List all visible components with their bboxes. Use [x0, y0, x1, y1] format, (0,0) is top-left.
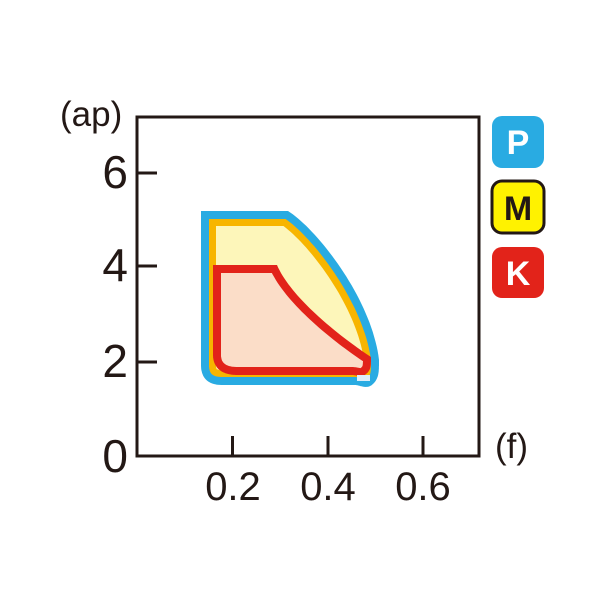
svg-text:M: M [504, 190, 532, 228]
svg-text:4: 4 [102, 239, 128, 291]
svg-text:6: 6 [102, 146, 128, 198]
svg-text:0: 0 [102, 430, 128, 482]
svg-text:(ap): (ap) [60, 95, 122, 134]
svg-text:0.2: 0.2 [205, 465, 261, 509]
svg-text:K: K [506, 255, 531, 293]
svg-text:P: P [507, 124, 530, 162]
svg-text:0.6: 0.6 [395, 465, 451, 509]
svg-text:2: 2 [102, 335, 128, 387]
svg-text:(f): (f) [495, 427, 528, 466]
svg-text:0.4: 0.4 [300, 465, 356, 509]
